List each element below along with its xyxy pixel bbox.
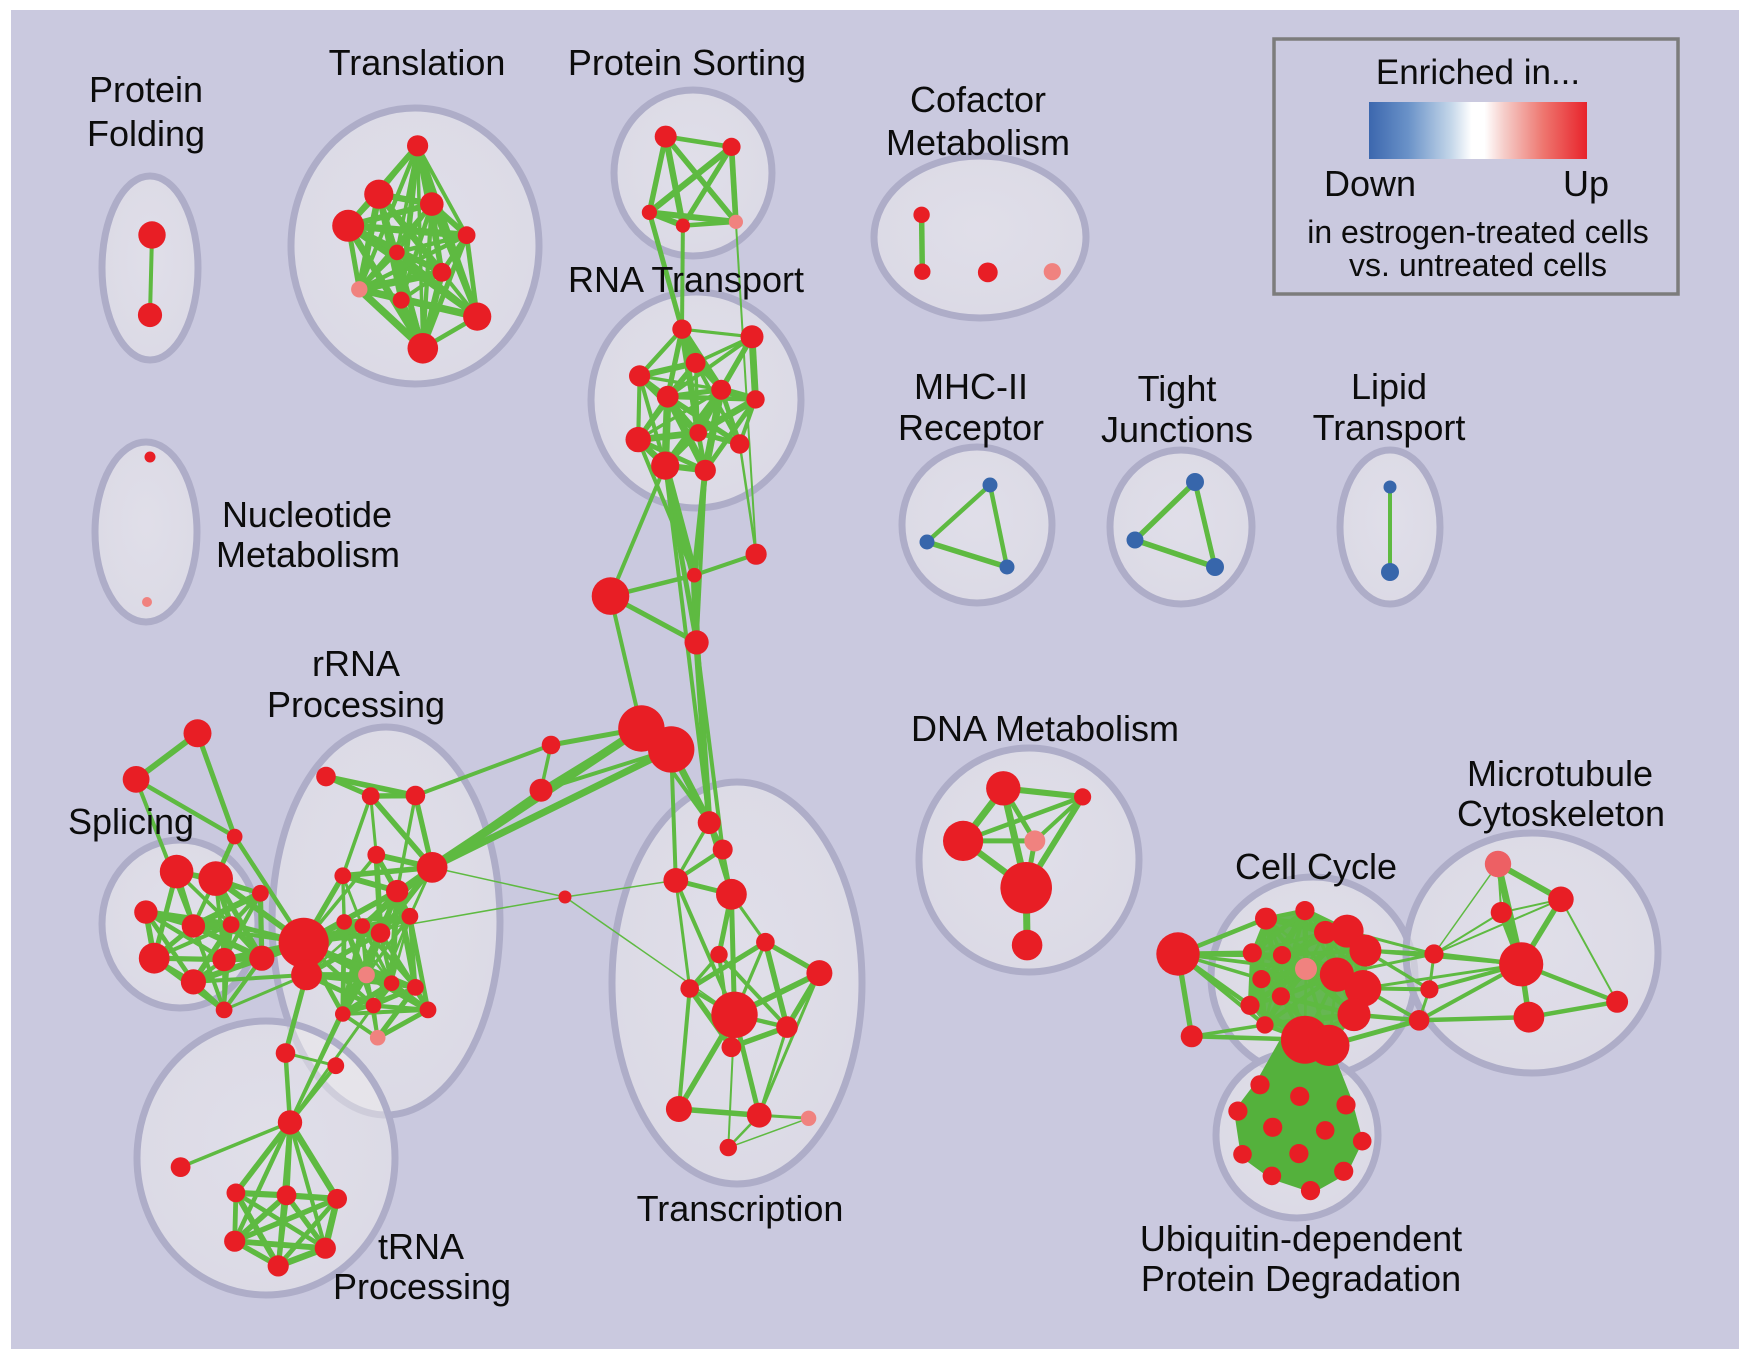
svg-text:Metabolism: Metabolism xyxy=(216,534,400,575)
svg-text:Ubiquitin-dependent: Ubiquitin-dependent xyxy=(1140,1218,1462,1259)
svg-text:Enriched in...: Enriched in... xyxy=(1376,53,1580,92)
svg-text:Cell Cycle: Cell Cycle xyxy=(1235,846,1397,887)
svg-text:Protein Degradation: Protein Degradation xyxy=(1141,1258,1461,1299)
svg-text:tRNA: tRNA xyxy=(378,1226,464,1267)
svg-text:Metabolism: Metabolism xyxy=(886,122,1070,163)
svg-text:Folding: Folding xyxy=(87,113,205,154)
svg-text:Receptor: Receptor xyxy=(898,407,1044,448)
svg-text:Translation: Translation xyxy=(329,42,506,83)
svg-text:Cytoskeleton: Cytoskeleton xyxy=(1457,793,1665,834)
svg-text:Up: Up xyxy=(1563,163,1609,204)
svg-text:DNA Metabolism: DNA Metabolism xyxy=(911,708,1179,749)
svg-text:Processing: Processing xyxy=(333,1266,511,1307)
svg-text:Lipid: Lipid xyxy=(1351,366,1427,407)
svg-text:Junctions: Junctions xyxy=(1101,409,1253,450)
svg-text:Splicing: Splicing xyxy=(68,801,194,842)
svg-text:Transcription: Transcription xyxy=(637,1188,844,1229)
svg-text:Nucleotide: Nucleotide xyxy=(222,494,392,535)
svg-text:MHC-II: MHC-II xyxy=(914,366,1028,407)
svg-text:in estrogen-treated cells: in estrogen-treated cells xyxy=(1307,214,1649,250)
svg-text:Cofactor: Cofactor xyxy=(910,79,1046,120)
svg-text:Processing: Processing xyxy=(267,684,445,725)
svg-text:Protein Sorting: Protein Sorting xyxy=(568,42,806,83)
svg-text:Tight: Tight xyxy=(1138,368,1217,409)
svg-text:Down: Down xyxy=(1324,163,1416,204)
svg-text:Protein: Protein xyxy=(89,69,203,110)
svg-text:vs. untreated cells: vs. untreated cells xyxy=(1349,247,1607,283)
svg-text:rRNA: rRNA xyxy=(312,643,400,684)
svg-text:RNA Transport: RNA Transport xyxy=(568,259,804,300)
svg-text:Microtubule: Microtubule xyxy=(1467,753,1653,794)
svg-text:Transport: Transport xyxy=(1313,407,1466,448)
